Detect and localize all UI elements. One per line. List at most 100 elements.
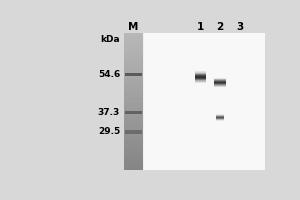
Bar <box>214 86 226 87</box>
Bar <box>124 62 143 64</box>
Bar <box>124 105 143 107</box>
Bar <box>124 158 143 160</box>
Bar <box>195 78 206 79</box>
Bar <box>215 116 224 117</box>
Text: 37.3: 37.3 <box>98 108 120 117</box>
Bar <box>124 138 143 139</box>
Bar <box>124 90 143 91</box>
Bar <box>124 169 143 170</box>
Bar <box>124 52 143 54</box>
Bar <box>124 73 143 74</box>
Bar <box>195 72 206 73</box>
Bar <box>215 120 224 121</box>
Bar <box>124 49 143 50</box>
Bar <box>124 167 143 169</box>
Bar <box>124 86 143 88</box>
Bar <box>125 130 142 134</box>
Bar <box>124 133 143 134</box>
Bar <box>124 74 143 76</box>
Bar <box>124 114 143 115</box>
Bar <box>124 35 143 37</box>
Bar <box>124 129 143 131</box>
Bar <box>215 114 224 115</box>
Bar <box>124 162 143 163</box>
Bar <box>124 146 143 148</box>
Bar <box>195 82 206 83</box>
Bar <box>124 97 143 98</box>
Bar <box>195 80 206 81</box>
Bar <box>124 136 143 138</box>
Bar <box>124 54 143 56</box>
Bar <box>124 33 143 35</box>
Bar <box>214 81 226 82</box>
Bar <box>195 77 206 78</box>
Bar <box>124 81 143 83</box>
Text: 2: 2 <box>216 22 224 32</box>
Bar <box>214 82 226 83</box>
Text: 29.5: 29.5 <box>98 127 120 136</box>
Bar <box>214 82 226 83</box>
Bar <box>124 134 143 136</box>
Bar <box>214 79 226 80</box>
Bar <box>215 115 224 116</box>
Bar <box>125 73 142 76</box>
Bar <box>124 107 143 109</box>
Text: kDa: kDa <box>100 35 120 44</box>
Bar <box>124 83 143 85</box>
Bar <box>124 139 143 141</box>
Bar <box>124 109 143 110</box>
Bar <box>195 72 206 73</box>
Bar <box>124 148 143 150</box>
Bar <box>124 153 143 155</box>
Bar <box>124 102 143 103</box>
Bar <box>124 143 143 145</box>
Bar <box>124 56 143 57</box>
Bar <box>124 127 143 129</box>
Bar <box>144 33 266 170</box>
Bar <box>124 112 143 114</box>
Bar <box>124 78 143 79</box>
Bar <box>124 95 143 97</box>
Bar <box>124 38 143 40</box>
Bar <box>124 165 143 167</box>
Bar <box>214 85 226 86</box>
Bar <box>124 150 143 151</box>
Bar <box>215 118 224 119</box>
Bar <box>124 124 143 126</box>
Bar <box>124 68 143 69</box>
Bar <box>195 81 206 82</box>
Bar <box>124 98 143 100</box>
Bar <box>124 151 143 153</box>
Text: 3: 3 <box>236 22 243 32</box>
Bar <box>124 91 143 93</box>
Bar <box>124 47 143 49</box>
Bar <box>124 42 143 44</box>
Bar <box>124 122 143 124</box>
Bar <box>195 76 206 77</box>
Bar <box>124 93 143 95</box>
Bar <box>124 117 143 119</box>
Bar <box>124 50 143 52</box>
Bar <box>214 80 226 81</box>
Bar <box>124 88 143 90</box>
Bar <box>124 103 143 105</box>
Bar <box>124 141 143 143</box>
Bar <box>124 40 143 42</box>
Bar <box>124 157 143 158</box>
Bar <box>124 100 143 102</box>
Text: M: M <box>128 22 139 32</box>
Bar <box>124 160 143 162</box>
Bar <box>124 45 143 47</box>
Bar <box>124 64 143 66</box>
Bar <box>124 76 143 78</box>
Bar <box>195 81 206 82</box>
Bar <box>195 73 206 74</box>
Bar <box>214 78 226 79</box>
Bar <box>124 79 143 81</box>
Bar <box>214 83 226 84</box>
Bar <box>195 76 206 77</box>
Bar <box>124 61 143 62</box>
Bar <box>214 84 226 85</box>
Bar <box>124 115 143 117</box>
Bar <box>124 69 143 71</box>
